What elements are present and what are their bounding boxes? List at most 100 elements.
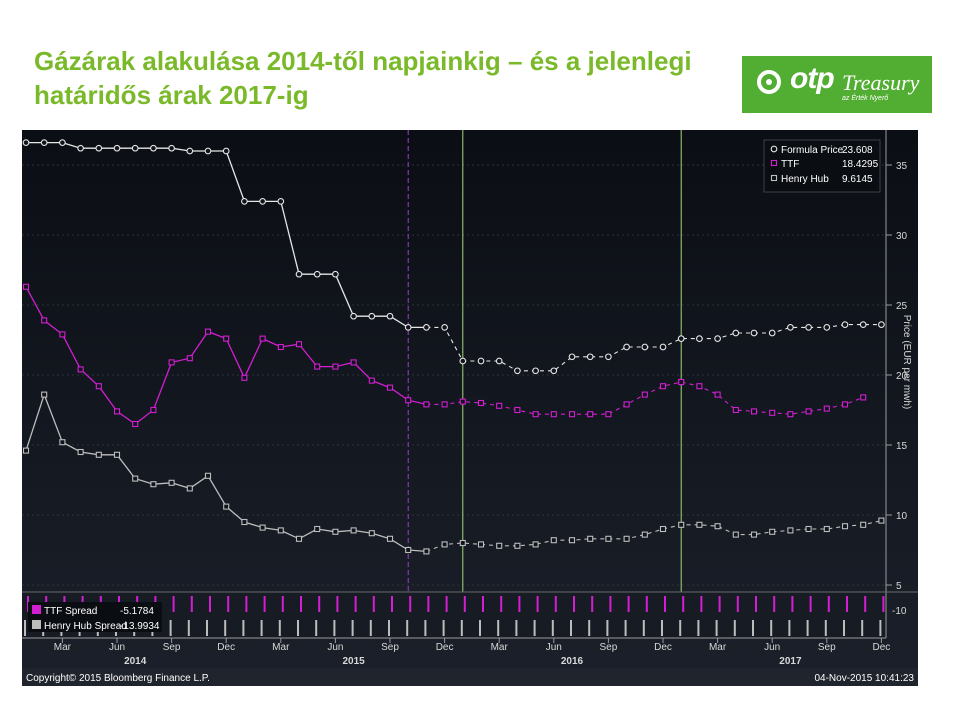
series-ttf-point bbox=[405, 397, 412, 404]
series-henry-point bbox=[623, 535, 630, 542]
series-formula-point bbox=[568, 353, 576, 361]
series-henry-point bbox=[678, 521, 685, 528]
x-tick-label: Jun bbox=[764, 642, 780, 653]
series-formula-point bbox=[368, 312, 376, 320]
series-formula-point bbox=[532, 367, 539, 375]
series-henry-point bbox=[568, 537, 576, 544]
series-ttf-point bbox=[277, 343, 284, 351]
series-ttf-point bbox=[168, 359, 175, 366]
series-ttf-point bbox=[259, 335, 266, 342]
series-ttf-point bbox=[568, 411, 576, 418]
series-formula-point bbox=[732, 329, 740, 337]
series-ttf-point bbox=[659, 383, 667, 390]
series-henry-point bbox=[841, 523, 849, 530]
series-ttf-point bbox=[696, 383, 703, 390]
series-formula-point bbox=[859, 321, 867, 328]
legend-formula-marker bbox=[770, 145, 778, 153]
series-formula-point bbox=[350, 312, 357, 320]
series-henry-point bbox=[732, 531, 739, 538]
legend-ttf-marker bbox=[770, 159, 778, 167]
series-henry-point bbox=[77, 448, 84, 456]
x-year-label: 2015 bbox=[342, 656, 365, 667]
series-formula-point bbox=[241, 198, 248, 205]
series-henry-point bbox=[659, 525, 667, 533]
legend-henry-marker bbox=[770, 174, 778, 182]
series-henry-point bbox=[386, 535, 394, 542]
series-ttf-point bbox=[587, 411, 594, 418]
series-ttf-point bbox=[186, 355, 193, 362]
series-formula-point bbox=[677, 335, 685, 342]
series-formula-point bbox=[750, 329, 758, 337]
series-henry-point bbox=[587, 535, 594, 542]
series-henry-point bbox=[441, 541, 448, 548]
series-formula-forward-line bbox=[426, 324, 882, 372]
series-ttf-point bbox=[641, 391, 648, 398]
series-henry-point bbox=[496, 542, 503, 549]
series-formula-point bbox=[295, 270, 303, 278]
series-formula-point bbox=[59, 139, 66, 146]
spread-ttf-value: -5.1784 bbox=[120, 606, 154, 617]
legend: Formula Price 23.608 TTF 18.4295 Henry H… bbox=[763, 139, 881, 193]
legend-henry-label: Henry Hub bbox=[781, 174, 829, 185]
x-tick-label: Jun bbox=[327, 642, 343, 653]
series-henry-point bbox=[605, 535, 612, 542]
spread-henry-label: Henry Hub Spread bbox=[44, 621, 127, 632]
footer-copyright: Copyright© 2015 Bloomberg Finance L.P. bbox=[26, 673, 210, 684]
series-formula-point bbox=[259, 198, 266, 205]
series-henry-point bbox=[186, 485, 193, 492]
series-henry-point bbox=[769, 528, 776, 535]
logo-brand: otp bbox=[790, 62, 835, 95]
series-formula-point bbox=[77, 144, 84, 152]
x-tick-label: Dec bbox=[436, 642, 454, 653]
series-formula-point bbox=[477, 357, 485, 365]
series-ttf-point bbox=[368, 377, 375, 384]
legend-formula-label: Formula Price bbox=[781, 145, 844, 156]
series-henry-point bbox=[477, 541, 485, 548]
series-formula-point bbox=[605, 353, 612, 361]
series-ttf-point bbox=[113, 408, 121, 415]
series-henry-point bbox=[59, 439, 66, 446]
series-formula-point bbox=[514, 367, 521, 375]
series-ttf-point bbox=[441, 401, 448, 408]
series-formula-point bbox=[113, 144, 121, 152]
series-ttf-point bbox=[41, 317, 48, 324]
x-year-label: 2016 bbox=[561, 656, 584, 667]
series-ttf-point bbox=[423, 401, 430, 408]
series-formula-point bbox=[22, 139, 30, 146]
y-tick-label: 30 bbox=[896, 231, 908, 242]
series-formula-point bbox=[550, 367, 558, 375]
series-ttf-point bbox=[241, 374, 248, 381]
lower-panel-background bbox=[22, 592, 886, 638]
series-henry-point bbox=[259, 524, 266, 531]
y-axis-label: Price (EUR per mwh) bbox=[901, 315, 912, 409]
series-henry-point bbox=[405, 546, 412, 554]
series-ttf-point bbox=[204, 328, 212, 335]
series-formula-point bbox=[623, 343, 630, 351]
series-ttf-point bbox=[860, 394, 867, 401]
series-henry-point bbox=[168, 479, 175, 486]
legend-ttf-label: TTF bbox=[781, 159, 799, 170]
y-tick-label: 5 bbox=[896, 581, 902, 592]
series-formula-point bbox=[696, 335, 703, 342]
slide-title-line2: határidős árak 2017-ig bbox=[34, 80, 309, 110]
series-henry-point bbox=[95, 451, 102, 458]
series-ttf-point bbox=[769, 409, 776, 416]
series-formula-point bbox=[186, 147, 194, 155]
lower-panel-ytick: -10 bbox=[892, 606, 907, 617]
series-formula-point bbox=[641, 343, 649, 351]
series-formula-point bbox=[95, 144, 103, 152]
series-ttf-point bbox=[714, 391, 721, 398]
otp-treasury-logo: otp Treasury az Érték Nyerő bbox=[742, 56, 932, 113]
series-formula-point bbox=[404, 324, 412, 331]
series-ttf-point bbox=[550, 411, 557, 418]
series-ttf-point bbox=[223, 335, 230, 342]
x-tick-label: Dec bbox=[217, 642, 235, 653]
x-tick-label: Dec bbox=[873, 642, 891, 653]
series-henry-point bbox=[787, 527, 794, 534]
slide-title-line1: Gázárak alakulása 2014-től napjainkig – … bbox=[34, 46, 692, 76]
series-henry-point bbox=[132, 475, 139, 482]
series-formula-point bbox=[768, 329, 776, 337]
logo-tagline: az Érték Nyerő bbox=[842, 95, 889, 102]
series-ttf-point bbox=[496, 402, 503, 409]
series-ttf-point bbox=[386, 384, 394, 391]
